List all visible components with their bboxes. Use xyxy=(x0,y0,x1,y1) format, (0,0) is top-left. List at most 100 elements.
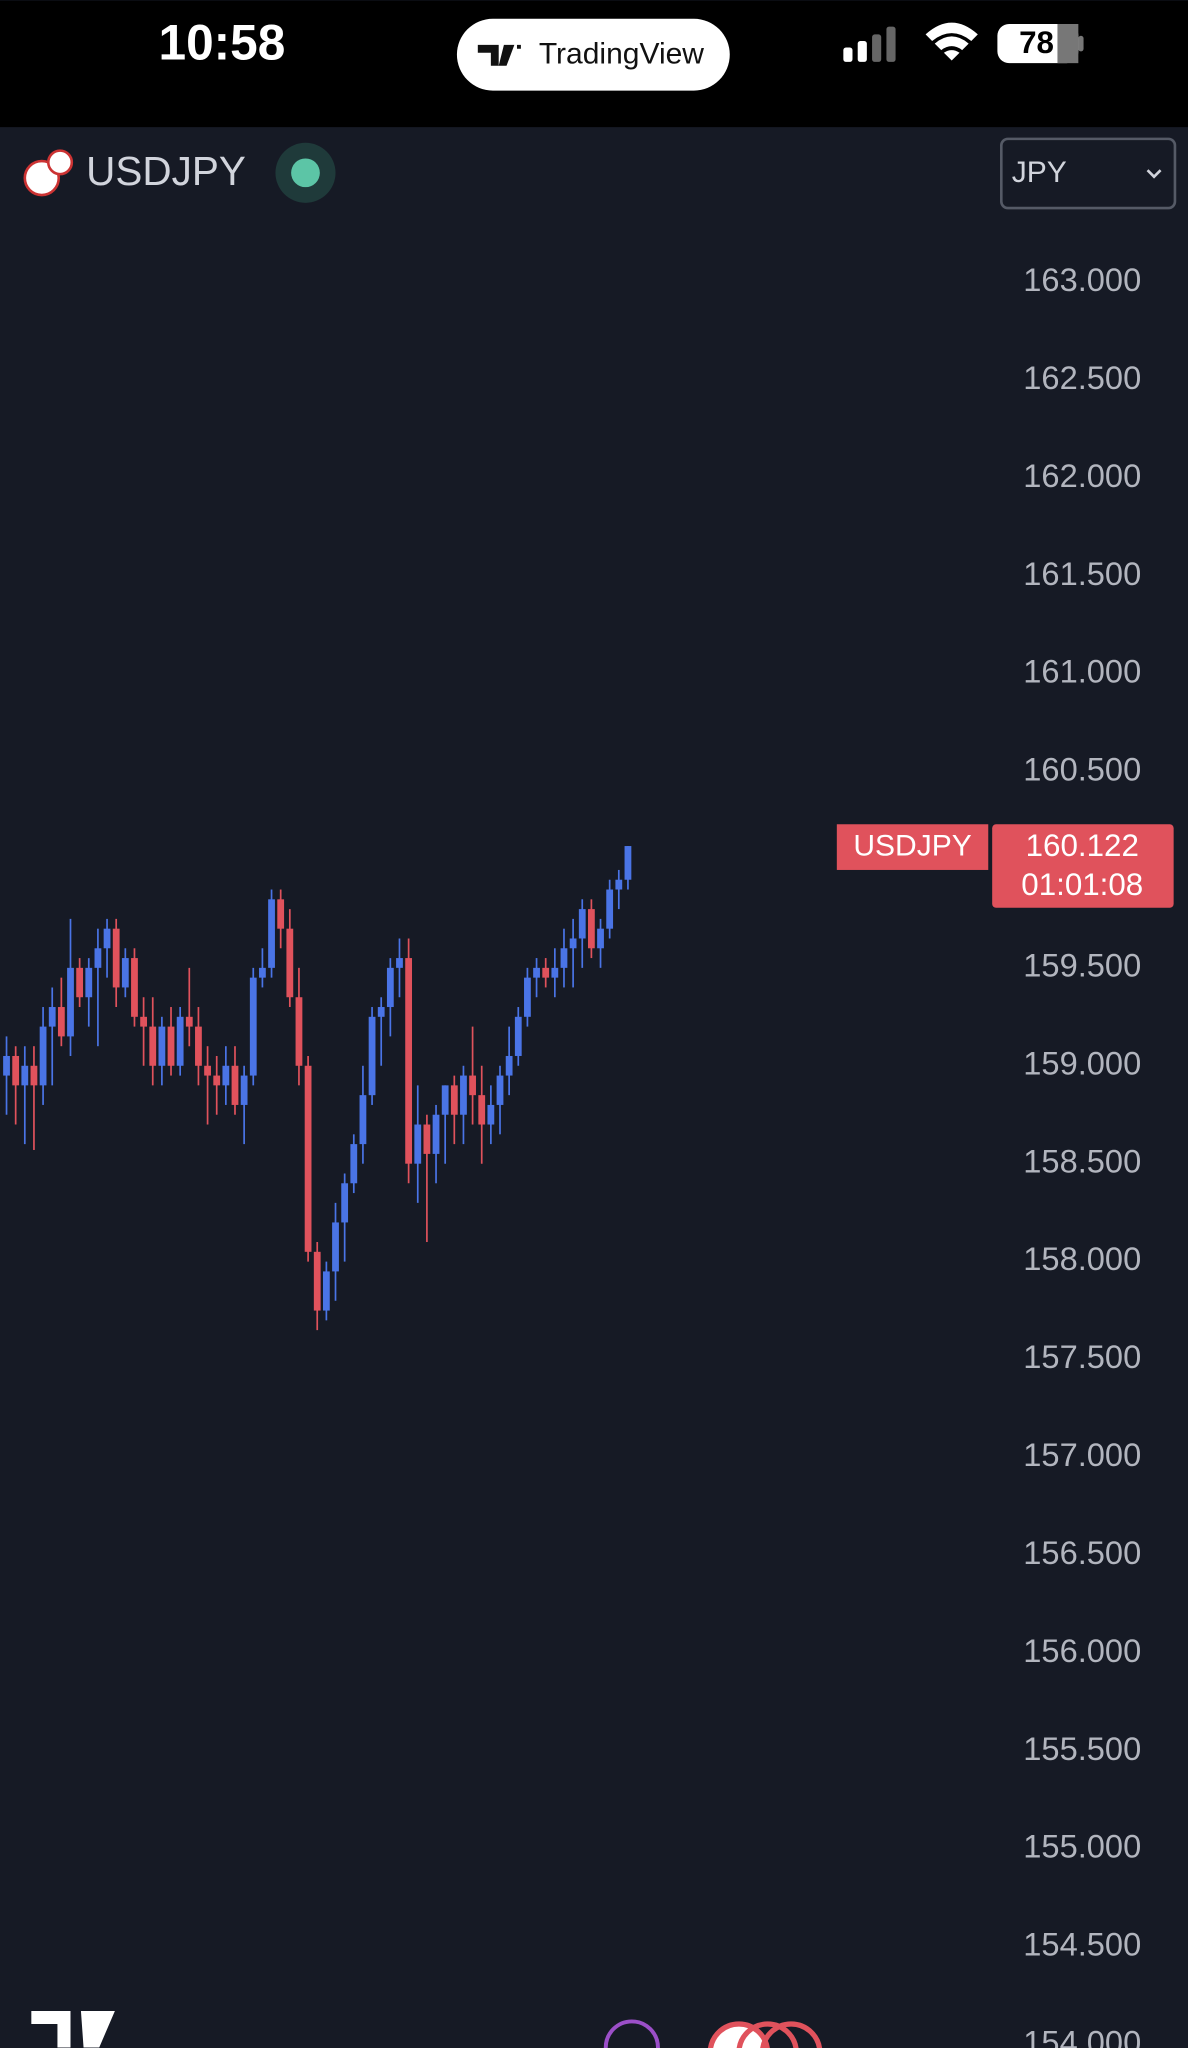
candle-body xyxy=(94,948,102,968)
candle-body xyxy=(231,1065,239,1105)
candle-body xyxy=(3,1055,10,1076)
candle-body xyxy=(460,1075,467,1115)
y-tick-label: 160.500 xyxy=(1023,751,1141,788)
candle-body xyxy=(30,1065,38,1086)
candle-body xyxy=(131,958,138,1017)
candle-body xyxy=(158,1026,166,1066)
candle-body xyxy=(505,1055,513,1076)
symbol[interactable]: USDJPY xyxy=(86,148,246,194)
y-tick-label: 156.000 xyxy=(1023,1632,1141,1669)
plot: 163.000 162.500 162.000 161.500 161.000 160.5… xyxy=(3,261,1141,2048)
candle-body xyxy=(368,1016,376,1096)
candle-body xyxy=(112,928,120,988)
candle-body xyxy=(478,1095,486,1125)
y-tick-label: 159.000 xyxy=(1023,1044,1141,1081)
candle-body xyxy=(277,899,285,929)
y-tick-label: 155.000 xyxy=(1023,1828,1141,1865)
candle-body xyxy=(377,1007,385,1017)
battery-empty xyxy=(1057,23,1079,64)
wifi xyxy=(925,22,978,61)
app-name: TradingView xyxy=(539,37,704,70)
y-tick-label: 159.500 xyxy=(1023,946,1141,983)
candle-body xyxy=(560,948,568,968)
market-open-dot xyxy=(291,158,320,188)
signal xyxy=(843,26,896,62)
candle-body xyxy=(67,967,74,1037)
y-tick-label: 158.500 xyxy=(1023,1142,1141,1179)
candle-body xyxy=(185,1016,193,1027)
candle-body xyxy=(587,909,595,949)
candle-body xyxy=(140,1016,147,1027)
event-flag[interactable] xyxy=(736,2021,799,2048)
candle-body xyxy=(350,1144,358,1184)
app-pill[interactable] xyxy=(456,18,730,91)
candle-body xyxy=(414,1124,422,1164)
y-tick-label: 157.000 xyxy=(1023,1436,1141,1473)
candle-body xyxy=(396,958,403,968)
candle-body xyxy=(386,967,394,1008)
candle-body xyxy=(469,1075,476,1096)
y-tick-label: 162.500 xyxy=(1023,359,1141,396)
y-tick-label: 158.000 xyxy=(1023,1240,1141,1277)
candle-body xyxy=(103,928,111,949)
candle-body xyxy=(176,1016,184,1066)
candle-body xyxy=(57,1007,65,1037)
candle-body xyxy=(313,1251,321,1311)
candle-body xyxy=(76,967,84,998)
candle-body xyxy=(286,928,294,998)
candle-body xyxy=(332,1222,339,1272)
candle-body xyxy=(450,1085,458,1115)
candle-body xyxy=(606,889,614,929)
battery-level: 78 xyxy=(1019,25,1054,60)
candle-body xyxy=(624,846,632,880)
candle-body xyxy=(149,1026,157,1066)
tv-watermark xyxy=(31,2010,115,2048)
chevron xyxy=(1146,169,1162,179)
candle-body xyxy=(222,1065,230,1086)
price-symbol: USDJPY xyxy=(853,830,971,863)
candle-body xyxy=(295,997,303,1066)
y-tick-label: 161.500 xyxy=(1023,555,1141,592)
header: USDJPY JPY xyxy=(23,137,1177,210)
candle-body xyxy=(615,879,623,890)
symbol-tag xyxy=(836,824,989,870)
event-flag[interactable] xyxy=(760,2021,823,2048)
candle-body xyxy=(423,1124,431,1154)
currency: JPY xyxy=(1012,156,1067,189)
candle-body xyxy=(249,977,257,1076)
y-tick-label: 154.500 xyxy=(1023,1926,1141,1963)
candle-body xyxy=(322,1271,330,1311)
candle-body xyxy=(341,1183,349,1223)
y-tick-label: 157.500 xyxy=(1023,1338,1141,1375)
candle-body xyxy=(195,1026,202,1066)
candle-body xyxy=(167,1026,175,1066)
candle-body xyxy=(487,1104,495,1125)
currency-select[interactable] xyxy=(1000,137,1177,210)
candle-body xyxy=(533,967,540,978)
status-bar: 10:58 TradingView 78 xyxy=(0,0,1188,128)
battery-tip xyxy=(1078,35,1084,52)
candle-body xyxy=(524,977,531,1017)
countdown: 01:01:08 xyxy=(1021,867,1143,902)
candle-body xyxy=(359,1095,367,1145)
price-label: USDJPY 160.122 01:01:08 xyxy=(836,824,1174,908)
candle-body xyxy=(39,1026,47,1086)
candle-body xyxy=(551,967,559,978)
candle-body xyxy=(240,1075,248,1105)
candle-body xyxy=(578,909,586,939)
y-tick-label: 155.500 xyxy=(1023,1730,1141,1767)
candle-body xyxy=(514,1016,522,1056)
candle-body xyxy=(121,958,129,988)
y-tick-label: 154.000 xyxy=(1023,2024,1141,2048)
candle-body xyxy=(213,1075,221,1086)
candle-body xyxy=(85,967,93,998)
candle-body xyxy=(304,1065,312,1252)
candle-body xyxy=(597,928,604,949)
time: 10:58 xyxy=(159,14,286,70)
candle-body xyxy=(12,1055,20,1086)
price-tag xyxy=(992,824,1174,908)
candle-body xyxy=(441,1085,449,1115)
candle-body xyxy=(204,1065,211,1076)
